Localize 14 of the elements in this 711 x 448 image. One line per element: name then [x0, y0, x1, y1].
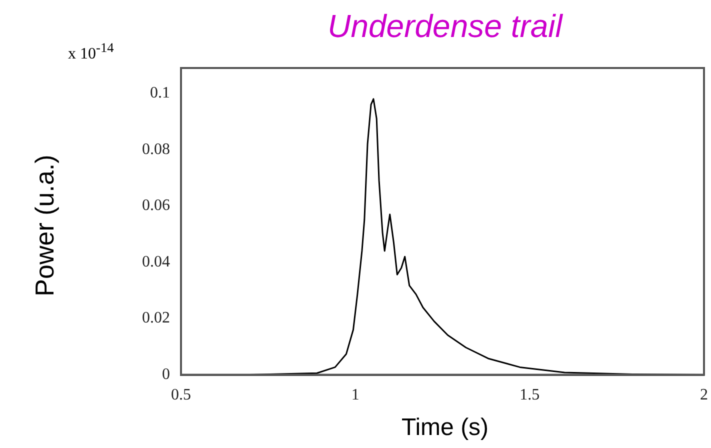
text: x 10$^{-14}$: [68, 40, 114, 64]
x-tick-label: 1.5: [520, 386, 540, 404]
y-tick-label: 0.04: [142, 253, 170, 270]
y-tick-label: 0.1: [150, 84, 170, 102]
x-axis-title: Time (s): [400, 414, 490, 442]
y-axis-title: Power (u.a.): [30, 154, 60, 298]
y-tick-label: 0.06: [142, 197, 170, 214]
y-tick-label: 0.02: [142, 310, 170, 327]
x-tick-label: 1: [351, 386, 360, 404]
x-tick-label: 0.5: [171, 386, 191, 404]
x-tick-label: 2: [700, 386, 708, 404]
y-tick-label: 0: [162, 366, 170, 384]
chart-title: Underdense trail: [326, 8, 564, 45]
y-tick-label: 0.08: [142, 140, 170, 158]
